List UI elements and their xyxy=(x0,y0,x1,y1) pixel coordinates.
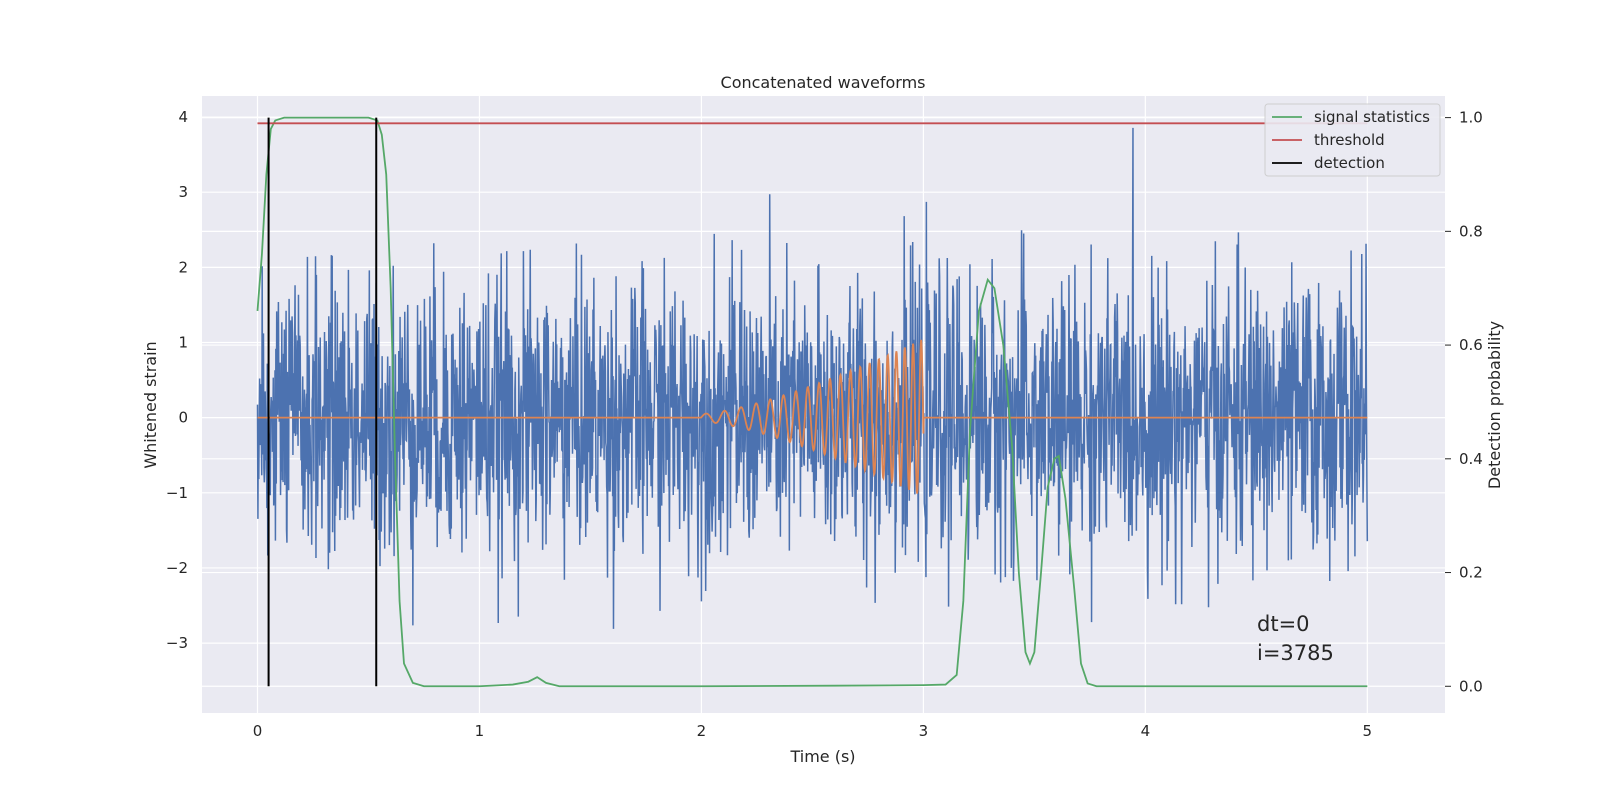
y-axis-label: Whitened strain xyxy=(141,341,160,468)
y-tick-label: 4 xyxy=(178,108,188,126)
y-tick-label: 1 xyxy=(178,333,188,351)
y2-tick-label: 0.6 xyxy=(1459,336,1483,354)
series-injected-chirp xyxy=(257,339,1368,494)
y2-tick-label: 1.0 xyxy=(1459,109,1483,127)
x-tick-label: 5 xyxy=(1363,722,1373,740)
chart-title: Concatenated waveforms xyxy=(721,73,926,92)
y-tick-label: 2 xyxy=(178,258,188,276)
y2-tick-label: 0.4 xyxy=(1459,450,1483,468)
y-tick-label: −3 xyxy=(166,634,188,652)
legend-entry-signal-statistics: signal statistics xyxy=(1314,108,1430,126)
x-tick-label: 0 xyxy=(253,722,263,740)
y2-axis-label: Detection probability xyxy=(1485,321,1504,489)
y-tick-label: −1 xyxy=(166,484,188,502)
legend-entry-detection: detection xyxy=(1314,154,1385,172)
legend-box xyxy=(1264,103,1441,177)
legend: signal statistics threshold detection xyxy=(1264,103,1441,177)
x-tick-label: 2 xyxy=(697,722,707,740)
y2-tick-label: 0.2 xyxy=(1459,564,1483,582)
y2-tick-label: 0.8 xyxy=(1459,222,1483,240)
x-tick-label: 3 xyxy=(919,722,929,740)
y-tick-label: 3 xyxy=(178,183,188,201)
series-layer xyxy=(256,116,1369,688)
y-tick-label: −2 xyxy=(166,559,188,577)
annotation-index: i=3785 xyxy=(1257,641,1334,665)
y-tick-label: 0 xyxy=(178,409,188,427)
y2-tick-label: 0.0 xyxy=(1459,677,1483,695)
grid xyxy=(202,96,1445,713)
legend-entry-threshold: threshold xyxy=(1314,131,1385,149)
ticks: 0 1 2 3 4 5 −3 −2 −1 0 1 2 3 4 0.0 0.2 0.4 0.6 0.8 1.0 xyxy=(166,108,1483,740)
x-axis-label: Time (s) xyxy=(789,747,855,766)
annotation-dt: dt=0 xyxy=(1257,612,1310,636)
x-tick-label: 4 xyxy=(1141,722,1151,740)
series-whitened-strain xyxy=(256,127,1369,629)
x-tick-label: 1 xyxy=(475,722,485,740)
